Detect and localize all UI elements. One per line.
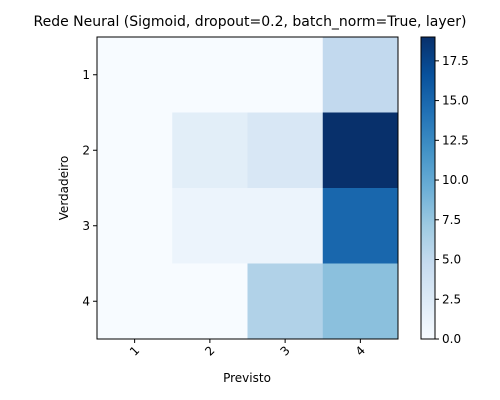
- heatmap-cell: [97, 263, 173, 340]
- heatmap-cell: [172, 112, 248, 189]
- heatmap-cells: [97, 37, 399, 340]
- y-axis-ticks: 1 2 3 4: [82, 68, 97, 308]
- heatmap-cell: [247, 188, 324, 264]
- heatmap-cell: [247, 37, 324, 113]
- colorbar-tick-label: 17.5: [442, 54, 469, 68]
- x-axis-label: Previsto: [223, 371, 271, 385]
- y-tick-label: 3: [82, 219, 90, 233]
- x-axis-ticks: 1 2 3 4: [127, 339, 368, 359]
- colorbar-tick-label: 10.0: [442, 173, 469, 187]
- heatmap-cell: [322, 112, 399, 189]
- colorbar-tick-label: 2.5: [442, 292, 461, 306]
- y-tick-label: 2: [82, 143, 90, 157]
- colorbar-tick-label: 15.0: [442, 94, 469, 108]
- y-axis-label: Verdadeiro: [57, 156, 71, 221]
- x-tick-label: 1: [127, 343, 142, 358]
- heatmap-cell: [247, 112, 324, 189]
- heatmap-cell: [97, 188, 173, 264]
- heatmap-cell: [97, 37, 173, 113]
- colorbar: [420, 36, 436, 340]
- heatmap-cell: [172, 37, 248, 113]
- chart-title: Rede Neural (Sigmoid, dropout=0.2, batch…: [34, 14, 467, 30]
- heatmap-cell: [322, 188, 399, 264]
- heatmap-cell: [322, 263, 399, 340]
- colorbar-tick-label: 7.5: [442, 213, 461, 227]
- heatmap-cell: [97, 112, 173, 189]
- y-tick-label: 4: [82, 294, 90, 308]
- y-tick-label: 1: [82, 68, 90, 82]
- heatmap-cell: [172, 263, 248, 340]
- x-tick-label: 3: [277, 343, 292, 358]
- heatmap-cell: [247, 263, 324, 340]
- colorbar-ticks: 0.0 2.5 5.0 7.5 10.0 12.5 15.0 17.5: [435, 54, 469, 346]
- heatmap-cell: [172, 188, 248, 264]
- x-tick-label: 2: [202, 343, 217, 358]
- x-tick-label: 4: [353, 343, 368, 358]
- heatmap-cell: [322, 37, 399, 113]
- colorbar-tick-label: 12.5: [442, 133, 469, 147]
- plot-frame: [96, 36, 399, 340]
- colorbar-tick-label: 5.0: [442, 253, 461, 267]
- colorbar-tick-label: 0.0: [442, 332, 461, 346]
